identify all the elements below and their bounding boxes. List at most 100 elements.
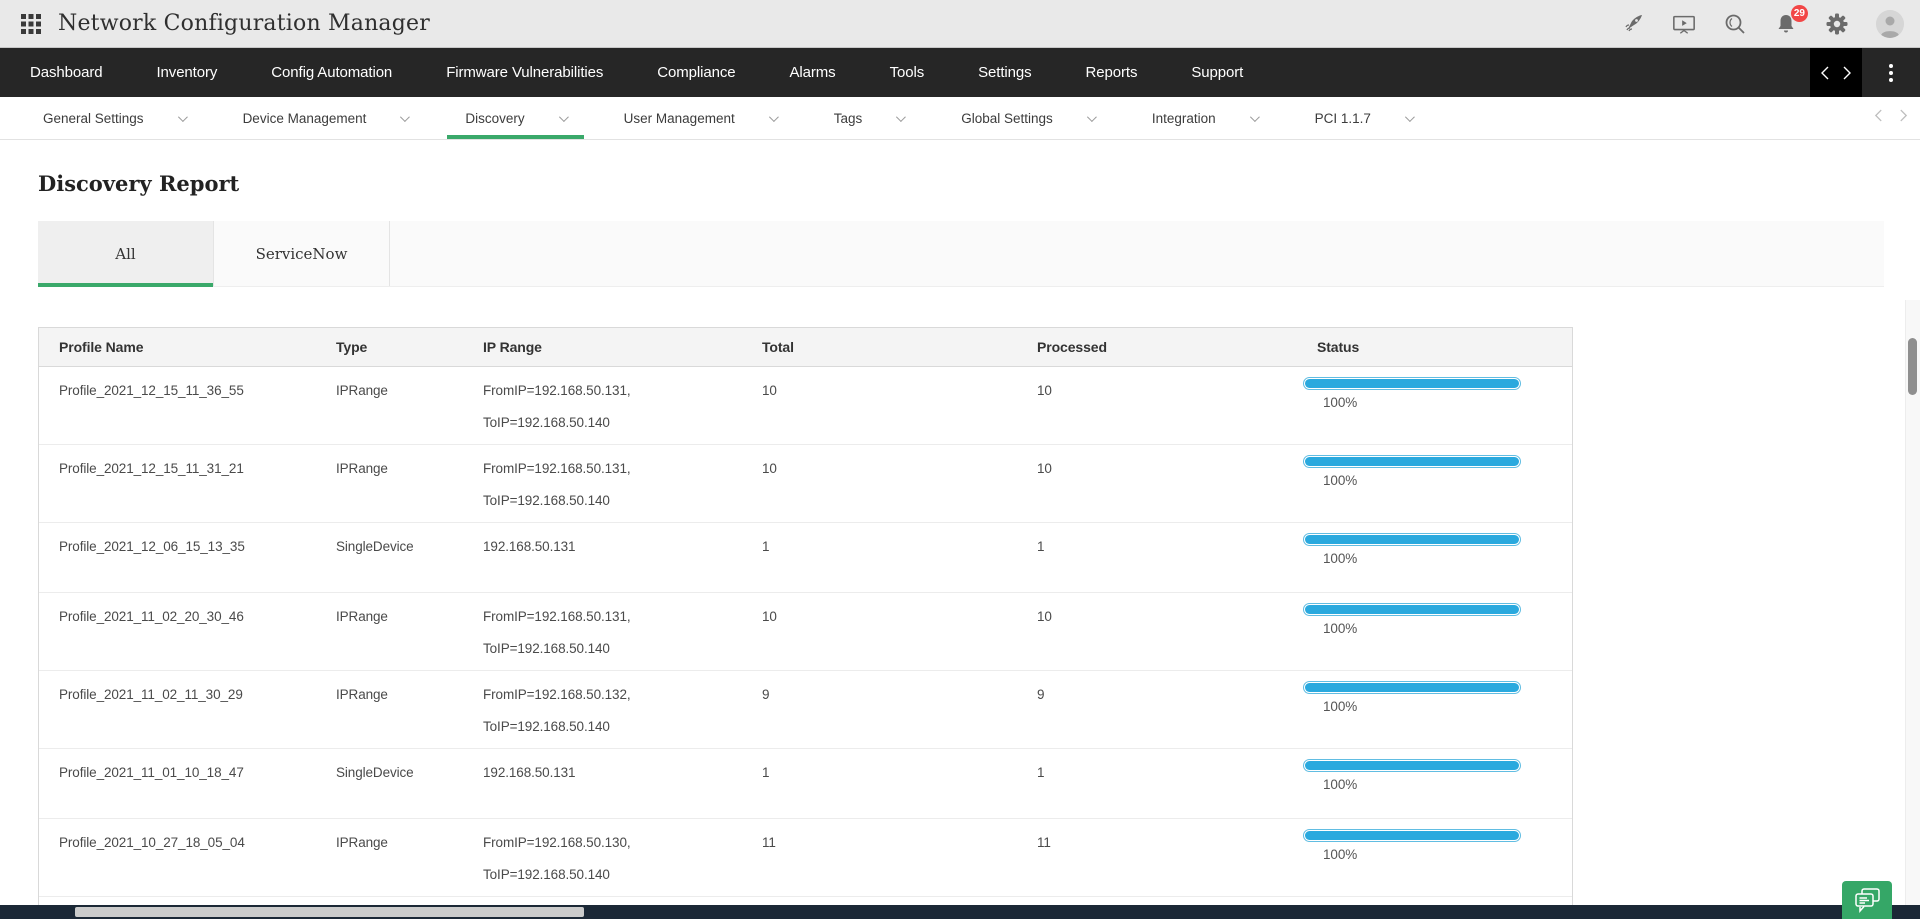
discovery-table: Profile Name Type IP Range Total Process… bbox=[38, 327, 1573, 919]
cell-processed: 10 bbox=[1037, 383, 1052, 398]
nav-inventory[interactable]: Inventory bbox=[156, 64, 218, 81]
nav-settings[interactable]: Settings bbox=[978, 64, 1032, 81]
search-icon[interactable] bbox=[1723, 12, 1747, 36]
subnav-scroll-left-icon[interactable] bbox=[1874, 108, 1883, 128]
chevron-down-icon bbox=[400, 111, 411, 122]
live-chat-button[interactable] bbox=[1842, 881, 1892, 919]
nav-firmware-vulnerabilities[interactable]: Firmware Vulnerabilities bbox=[446, 64, 604, 81]
cell-type: IPRange bbox=[336, 835, 388, 850]
chevron-down-icon bbox=[1404, 111, 1415, 122]
report-tabs: All ServiceNow bbox=[38, 221, 1884, 287]
notification-count-badge: 29 bbox=[1790, 4, 1808, 22]
tab-servicenow[interactable]: ServiceNow bbox=[214, 221, 390, 286]
app-title: Network Configuration Manager bbox=[58, 11, 430, 36]
cell-ip-range: FromIP=192.168.50.131, ToIP=192.168.50.1… bbox=[483, 461, 631, 508]
vertical-scrollbar-track[interactable] bbox=[1905, 300, 1920, 905]
notifications-bell-icon[interactable]: 29 bbox=[1774, 4, 1808, 36]
chevron-down-icon bbox=[1086, 111, 1097, 122]
cell-type: IPRange bbox=[336, 687, 388, 702]
apps-grid-icon[interactable] bbox=[20, 13, 42, 35]
cell-total: 1 bbox=[762, 765, 770, 780]
cell-ip-range: FromIP=192.168.50.131, ToIP=192.168.50.1… bbox=[483, 383, 631, 430]
main-content: Discovery Report All ServiceNow Profile … bbox=[0, 171, 1920, 919]
nav-compliance[interactable]: Compliance bbox=[657, 64, 736, 81]
cell-total: 10 bbox=[762, 609, 777, 624]
chevron-down-icon bbox=[558, 111, 569, 122]
user-avatar[interactable] bbox=[1876, 9, 1904, 38]
col-profile-name: Profile Name bbox=[59, 339, 144, 355]
subnav-discovery[interactable]: Discovery bbox=[447, 97, 584, 139]
cell-status: 100% bbox=[1297, 819, 1572, 896]
vertical-scrollbar-thumb[interactable] bbox=[1908, 338, 1917, 395]
cell-ip-range: FromIP=192.168.50.131, ToIP=192.168.50.1… bbox=[483, 609, 631, 656]
subnav-pci[interactable]: PCI 1.1.7 bbox=[1297, 97, 1430, 139]
progress-bar bbox=[1303, 603, 1521, 616]
col-type: Type bbox=[336, 339, 368, 355]
nav-config-automation[interactable]: Config Automation bbox=[271, 64, 393, 81]
nav-scroll-box bbox=[1810, 48, 1862, 97]
subnav-global-settings[interactable]: Global Settings bbox=[943, 97, 1112, 139]
col-total: Total bbox=[762, 339, 794, 355]
nav-alarms[interactable]: Alarms bbox=[789, 64, 836, 81]
gear-icon[interactable] bbox=[1825, 12, 1849, 36]
progress-percent-label: 100% bbox=[1323, 473, 1358, 488]
cell-status: 100% bbox=[1297, 671, 1572, 748]
progress-percent-label: 100% bbox=[1323, 699, 1358, 714]
page-title: Discovery Report bbox=[38, 171, 240, 196]
cell-type: IPRange bbox=[336, 609, 388, 624]
cell-profile-name: Profile_2021_11_01_10_18_47 bbox=[59, 765, 244, 780]
cell-type: IPRange bbox=[336, 461, 388, 476]
table-row[interactable]: Profile_2021_12_06_15_13_35 SingleDevice… bbox=[39, 523, 1572, 593]
nav-dashboard[interactable]: Dashboard bbox=[30, 64, 103, 81]
table-row[interactable]: Profile_2021_12_15_11_31_21 IPRange From… bbox=[39, 445, 1572, 523]
col-status: Status bbox=[1317, 339, 1360, 355]
subnav-scroll-right-icon[interactable] bbox=[1899, 108, 1908, 128]
progress-bar bbox=[1303, 377, 1521, 390]
cell-ip-range: 192.168.50.131 bbox=[483, 539, 576, 554]
chevron-down-icon bbox=[1249, 111, 1260, 122]
table-row[interactable]: Profile_2021_11_02_20_30_46 IPRange From… bbox=[39, 593, 1572, 671]
table-row[interactable]: Profile_2021_10_27_18_05_04 IPRange From… bbox=[39, 819, 1572, 897]
subnav-tags[interactable]: Tags bbox=[816, 97, 922, 139]
cell-profile-name: Profile_2021_11_02_11_30_29 bbox=[59, 687, 243, 702]
progress-bar bbox=[1303, 533, 1521, 546]
nav-support[interactable]: Support bbox=[1191, 64, 1244, 81]
cell-processed: 10 bbox=[1037, 461, 1052, 476]
cell-ip-range: FromIP=192.168.50.130, ToIP=192.168.50.1… bbox=[483, 835, 631, 882]
table-row[interactable]: Profile_2021_11_01_10_18_47 SingleDevice… bbox=[39, 749, 1572, 819]
nav-reports[interactable]: Reports bbox=[1085, 64, 1138, 81]
tab-all[interactable]: All bbox=[38, 221, 214, 287]
progress-percent-label: 100% bbox=[1323, 621, 1358, 636]
cell-processed: 11 bbox=[1037, 835, 1051, 850]
main-nav-controls bbox=[1810, 48, 1920, 97]
cell-total: 11 bbox=[762, 835, 776, 850]
chevron-down-icon bbox=[177, 111, 188, 122]
cell-type: SingleDevice bbox=[336, 765, 414, 780]
progress-percent-label: 100% bbox=[1323, 551, 1358, 566]
progress-percent-label: 100% bbox=[1323, 777, 1358, 792]
cell-ip-range: 192.168.50.131 bbox=[483, 765, 576, 780]
col-processed: Processed bbox=[1037, 339, 1107, 355]
rocket-icon[interactable] bbox=[1621, 12, 1645, 36]
subnav-integration[interactable]: Integration bbox=[1134, 97, 1275, 139]
cell-total: 9 bbox=[762, 687, 770, 702]
nav-overflow-menu-icon[interactable] bbox=[1862, 48, 1920, 97]
nav-scroll-left-icon[interactable] bbox=[1820, 65, 1830, 81]
table-body: Profile_2021_12_15_11_36_55 IPRange From… bbox=[39, 367, 1572, 919]
subnav-user-management[interactable]: User Management bbox=[606, 97, 794, 139]
cell-status: 100% bbox=[1297, 445, 1572, 522]
subnav-general-settings[interactable]: General Settings bbox=[25, 97, 203, 139]
horizontal-scrollbar-thumb[interactable] bbox=[75, 907, 584, 917]
cell-status: 100% bbox=[1297, 749, 1572, 818]
progress-bar bbox=[1303, 681, 1521, 694]
nav-scroll-right-icon[interactable] bbox=[1842, 65, 1852, 81]
subnav-device-management[interactable]: Device Management bbox=[225, 97, 426, 139]
nav-tools[interactable]: Tools bbox=[889, 64, 925, 81]
table-row[interactable]: Profile_2021_12_15_11_36_55 IPRange From… bbox=[39, 367, 1572, 445]
table-row[interactable]: Profile_2021_11_02_11_30_29 IPRange From… bbox=[39, 671, 1572, 749]
cell-profile-name: Profile_2021_12_06_15_13_35 bbox=[59, 539, 245, 554]
presentation-play-icon[interactable] bbox=[1672, 12, 1696, 36]
cell-type: SingleDevice bbox=[336, 539, 414, 554]
cell-total: 10 bbox=[762, 383, 777, 398]
horizontal-scrollbar-track[interactable] bbox=[0, 905, 1920, 919]
